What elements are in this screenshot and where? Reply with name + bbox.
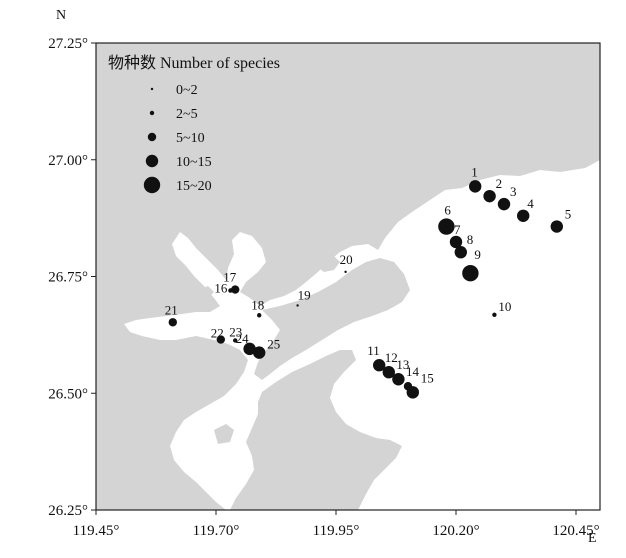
station-marker bbox=[497, 197, 511, 211]
station-label: 16 bbox=[214, 281, 228, 296]
station-marker bbox=[168, 318, 177, 327]
island-inner-bay bbox=[198, 286, 214, 298]
legend-entries: 0~2 2~5 5~10 10~15 15~20 bbox=[143, 83, 212, 194]
lat-tick-label: 26.25° bbox=[48, 503, 88, 519]
legend-label: 5~10 bbox=[176, 131, 205, 146]
station-label: 6 bbox=[444, 203, 451, 218]
lon-tick-label: 120.45° bbox=[552, 523, 599, 539]
station-label: 25 bbox=[267, 337, 280, 352]
station-marker bbox=[296, 304, 299, 307]
legend-marker bbox=[143, 176, 161, 194]
station-marker bbox=[233, 338, 238, 343]
legend-label: 15~20 bbox=[176, 179, 212, 194]
station-label: 19 bbox=[298, 287, 311, 302]
land-mainland bbox=[96, 43, 600, 510]
station-marker bbox=[462, 265, 479, 282]
station-marker bbox=[243, 342, 256, 356]
legend-label: 2~5 bbox=[176, 107, 198, 122]
lon-tick-label: 119.95° bbox=[313, 523, 360, 539]
station-marker bbox=[382, 366, 395, 379]
legend: 物种数 Number of species 0~2 2~5 5~10 10~15 15~… bbox=[108, 54, 280, 194]
legend-marker bbox=[150, 87, 154, 91]
station-label: 8 bbox=[467, 232, 474, 247]
station-label: 21 bbox=[165, 302, 178, 317]
station-marker bbox=[550, 220, 563, 233]
island-south-west bbox=[180, 358, 214, 384]
legend-label: 0~2 bbox=[176, 83, 198, 98]
station-marker bbox=[469, 180, 482, 193]
latitude-tick-labels: 27.25° 27.00° 26.75° 26.50° 26.25° bbox=[48, 36, 88, 519]
station-label: 18 bbox=[251, 297, 264, 312]
station-label: 11 bbox=[367, 343, 380, 358]
station-label: 10 bbox=[498, 299, 511, 314]
lon-tick-label: 119.45° bbox=[73, 523, 120, 539]
longitude-tick-labels: 119.45° 119.70° 119.95° 120.20° 120.45° bbox=[73, 523, 600, 539]
station-label: 24 bbox=[236, 331, 250, 346]
station-label: 14 bbox=[406, 364, 420, 379]
lat-tick-label: 27.25° bbox=[48, 36, 88, 52]
island-north-bay bbox=[316, 256, 340, 272]
station-marker bbox=[438, 218, 455, 235]
station-label: 4 bbox=[527, 196, 534, 211]
station-marker bbox=[392, 373, 405, 386]
station-marker bbox=[257, 313, 262, 318]
lon-tick-label: 119.70° bbox=[193, 523, 240, 539]
station-label: 20 bbox=[340, 252, 353, 267]
legend-marker bbox=[147, 132, 157, 142]
station-label: 22 bbox=[211, 326, 224, 341]
station-marker bbox=[231, 285, 240, 294]
north-axis-label: N bbox=[56, 8, 66, 23]
station-label: 2 bbox=[496, 176, 503, 191]
lat-tick-label: 27.00° bbox=[48, 153, 88, 169]
lat-tick-label: 26.50° bbox=[48, 386, 88, 402]
station-marker bbox=[373, 359, 386, 372]
axis-ticks bbox=[91, 42, 577, 515]
legend-label: 10~15 bbox=[176, 155, 212, 170]
legend-marker bbox=[149, 110, 155, 116]
land-central-peninsula bbox=[254, 258, 410, 380]
station-marker bbox=[483, 189, 496, 203]
station-marker bbox=[517, 209, 530, 222]
station-marker bbox=[449, 235, 463, 249]
legend-marker bbox=[145, 154, 159, 168]
station-label: 23 bbox=[229, 324, 242, 339]
station-label: 15 bbox=[421, 370, 434, 385]
station-label: 5 bbox=[565, 207, 572, 222]
station-marker bbox=[406, 386, 419, 399]
station-marker bbox=[253, 346, 266, 359]
lat-tick-label: 26.75° bbox=[48, 270, 88, 286]
island-south-coast bbox=[214, 424, 234, 444]
station-label: 9 bbox=[474, 247, 481, 262]
station-label: 17 bbox=[223, 270, 237, 285]
station-label: 1 bbox=[471, 164, 478, 179]
station-label: 13 bbox=[396, 357, 409, 372]
station-marker bbox=[216, 335, 225, 344]
land-southern-peninsula bbox=[230, 350, 402, 510]
lon-tick-label: 120.20° bbox=[432, 523, 479, 539]
station-marker bbox=[454, 246, 467, 259]
station-label: 3 bbox=[510, 184, 517, 199]
east-axis-label: E bbox=[588, 531, 597, 546]
station-marker bbox=[344, 270, 347, 274]
station-label: 12 bbox=[385, 350, 398, 365]
station-label: 7 bbox=[454, 222, 461, 237]
legend-title: 物种数 Number of species bbox=[108, 54, 280, 72]
station-marker bbox=[492, 312, 497, 317]
